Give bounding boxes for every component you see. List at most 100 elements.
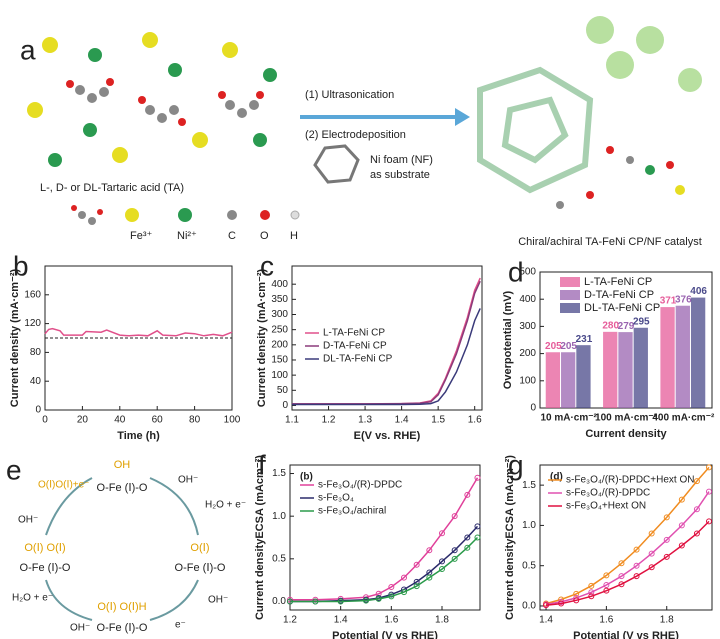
reagent: H₂O + e⁻ xyxy=(12,593,53,604)
data-point xyxy=(474,534,481,541)
state-top: O(Ⅰ) O(Ⅰ)H xyxy=(97,601,146,613)
bar xyxy=(603,331,618,408)
legend-label: s-Fe₃O₄/achiral xyxy=(318,506,386,517)
x-tick-label: 1.4 xyxy=(334,615,348,626)
x-tick-label: 1.8 xyxy=(435,615,449,626)
data-point xyxy=(705,518,712,525)
data-point xyxy=(603,582,610,589)
x-tick-label: 100 mA·cm⁻² xyxy=(595,413,658,424)
molecules xyxy=(27,32,277,225)
data-point xyxy=(464,491,471,498)
data-point xyxy=(588,593,595,600)
y-tick-label: 300 xyxy=(271,309,288,320)
y-tick-label: 0 xyxy=(530,403,536,414)
legend-label: Fe³⁺ xyxy=(130,230,153,242)
clusters xyxy=(586,16,702,92)
y-tick-label: 0.0 xyxy=(522,601,536,612)
legend-label: C xyxy=(228,230,236,242)
data-point xyxy=(401,589,407,596)
bar-value-label: 279 xyxy=(618,321,635,332)
reagent: OH⁻ xyxy=(18,515,38,526)
data-point xyxy=(588,582,595,589)
y-axis-label: Current densityECSA (mAcm⁻²) xyxy=(504,455,516,620)
data-point xyxy=(663,536,670,543)
panel-label: b xyxy=(13,250,29,281)
ni-foam-icon xyxy=(313,144,360,184)
y-axis-label: Current densityECSA (mAcm⁻²) xyxy=(254,455,266,620)
data-point xyxy=(618,573,625,580)
x-tick-label: 60 xyxy=(152,415,164,426)
y-tick-label: 100 xyxy=(519,375,536,386)
panel-label: a xyxy=(20,34,36,65)
x-tick-label: 100 xyxy=(224,415,241,426)
y-tick-label: 300 xyxy=(519,321,536,332)
state-top: OH xyxy=(114,459,131,471)
data-point xyxy=(388,583,395,590)
data-point xyxy=(633,562,640,569)
y-tick-label: 80 xyxy=(30,347,42,358)
bar-value-label: 205 xyxy=(560,341,577,352)
data-point xyxy=(413,561,420,568)
data-point xyxy=(401,574,407,581)
data-point xyxy=(648,564,655,571)
data-point xyxy=(413,578,420,585)
x-tick-label: 20 xyxy=(77,415,89,426)
legend-label: s-Fe₃O₄/(R)-DPDC xyxy=(566,488,650,499)
annotation: (b) xyxy=(300,472,313,483)
plot-frame xyxy=(291,265,483,411)
legend-label: D-TA-FeNi CP xyxy=(584,289,654,301)
data-point xyxy=(312,596,319,603)
data-point xyxy=(451,547,458,554)
data-point xyxy=(426,574,433,581)
y-tick-label: 1.5 xyxy=(272,468,286,479)
y-axis-label: Current density (mA·cm⁻²) xyxy=(256,268,268,407)
x-tick-label: 80 xyxy=(189,415,201,426)
y-tick-label: 0.5 xyxy=(522,560,536,571)
data-point xyxy=(543,602,550,609)
legend-label: L-TA-FeNi CP xyxy=(323,328,385,339)
step-label: (1) Ultrasonication xyxy=(305,89,394,101)
x-tick-label: 1.2 xyxy=(322,415,336,426)
bar-value-label: 205 xyxy=(545,341,562,352)
state-top: O(Ⅰ) O(Ⅰ) xyxy=(24,542,65,554)
data-point xyxy=(337,598,344,605)
legend-label: O xyxy=(260,230,269,242)
panel-e: e OH O-Fe (Ⅰ)-O O(Ⅰ) O-Fe (Ⅰ)-O O(Ⅰ) O(Ⅰ… xyxy=(6,454,246,634)
chain xyxy=(556,146,685,209)
reagent: e⁻ xyxy=(175,620,186,631)
data-point xyxy=(588,589,595,596)
x-tick-label: 1.8 xyxy=(660,615,674,626)
reagent: OH⁻ xyxy=(178,475,198,486)
panel-label: f xyxy=(258,449,266,480)
data-point xyxy=(633,546,640,553)
y-tick-label: 200 xyxy=(519,348,536,359)
y-tick-label: 200 xyxy=(271,339,288,350)
data-point xyxy=(558,600,565,607)
y-tick-label: 150 xyxy=(271,355,288,366)
data-point xyxy=(693,506,700,513)
bar-value-label: 406 xyxy=(690,286,707,297)
legend-label: s-Fe₃O₄/(R)-DPDC xyxy=(318,480,402,491)
x-axis-label: Potential (V vs RHE) xyxy=(573,630,679,639)
x-tick-label: 0 xyxy=(42,415,48,426)
data-point xyxy=(648,550,655,557)
substrate-label: as substrate xyxy=(370,169,430,181)
data-point xyxy=(439,566,445,573)
legend-label: L-TA-FeNi CP xyxy=(584,276,652,288)
data-point xyxy=(663,553,670,560)
data-point xyxy=(464,544,471,551)
data-point xyxy=(618,560,625,567)
x-tick-label: 1.5 xyxy=(431,415,445,426)
plot-frame xyxy=(44,265,233,411)
y-tick-label: 1.5 xyxy=(522,480,536,491)
bar xyxy=(690,297,706,408)
catalyst-cage xyxy=(477,66,594,194)
y-axis-label: Current density (mA·cm⁻²) xyxy=(9,268,21,407)
x-tick-label: 10 mA·cm⁻² xyxy=(540,413,597,424)
x-axis-label: Potential (V vs RHE) xyxy=(332,630,438,639)
data-point xyxy=(573,597,580,604)
bar xyxy=(545,352,561,408)
y-tick-label: 120 xyxy=(24,318,41,329)
y-tick-label: 160 xyxy=(24,289,41,300)
bar xyxy=(660,307,675,408)
